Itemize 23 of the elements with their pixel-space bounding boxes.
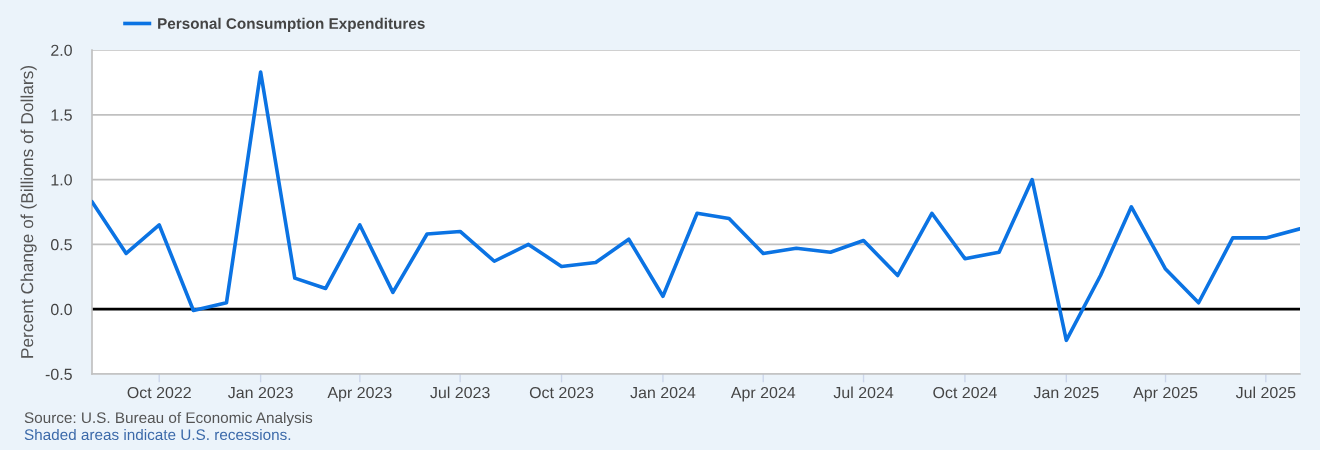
y-tick-label: 0.5 bbox=[50, 239, 72, 251]
y-tick-label: -0.5 bbox=[45, 368, 72, 380]
x-tick-label: Apr 2023 bbox=[327, 386, 392, 402]
x-tick-label: Jan 2025 bbox=[1033, 386, 1099, 399]
y-tick-label: 1.0 bbox=[51, 174, 72, 186]
x-tick-label: Jan 2024 bbox=[630, 386, 696, 399]
y-tick-label: 2.0 bbox=[51, 44, 72, 56]
x-tick-label: Apr 2025 bbox=[1133, 386, 1198, 402]
x-tick-label: Jul 2023 bbox=[430, 386, 490, 399]
y-axis-title: Percent Change of (Billions of Dollars) bbox=[20, 65, 37, 358]
x-tick-label: Oct 2022 bbox=[127, 386, 191, 399]
text: Shaded areas indicate U.S. recessions. bbox=[24, 428, 291, 441]
x-tick-label: Jul 2024 bbox=[833, 386, 894, 399]
x-tick-label: Jul 2025 bbox=[1235, 386, 1296, 399]
line-series bbox=[92, 70, 1300, 343]
y-tick-label: 0.0 bbox=[50, 303, 72, 316]
y-tick-label: 1.5 bbox=[51, 109, 72, 121]
x-tick-label: Apr 2024 bbox=[730, 386, 796, 402]
x-tick-label: Oct 2024 bbox=[933, 386, 997, 399]
x-tick-label: Oct 2023 bbox=[529, 386, 594, 399]
legend-label: Personal Consumption Expenditures bbox=[158, 17, 425, 32]
source-note: Source: U.S. Bureau of Economic Analysis bbox=[24, 411, 313, 427]
x-tick-label: Jan 2023 bbox=[228, 386, 293, 399]
